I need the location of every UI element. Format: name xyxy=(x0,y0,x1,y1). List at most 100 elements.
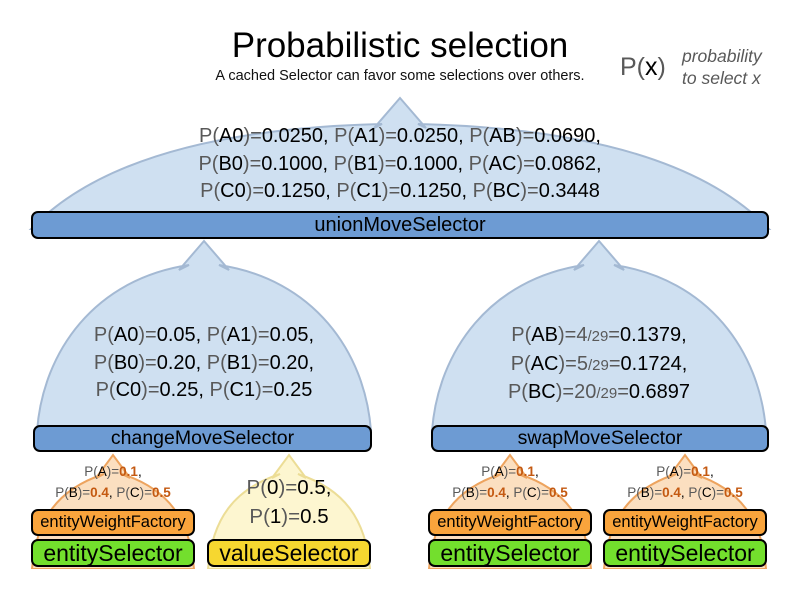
probability-line: P(AC)=5/29=0.1724, xyxy=(432,351,766,380)
probability-line: P(BC)=20/29=0.6897 xyxy=(432,379,766,408)
text-segment: C1 xyxy=(356,180,382,202)
text-segment: 0.25 xyxy=(273,379,313,401)
text-segment: P( xyxy=(481,464,495,479)
change-probability-text: P(A0)=0.05, P(A1)=0.05, P(B0)=0.20, P(B1… xyxy=(37,322,371,405)
text-segment: 4 xyxy=(576,324,588,346)
text-segment: BC xyxy=(527,381,556,403)
text-segment: )= xyxy=(251,351,270,374)
text-segment: 0.4 xyxy=(662,485,681,500)
text-segment: )= xyxy=(281,505,301,528)
text-segment: 0.25, xyxy=(159,379,210,401)
text-segment: P( xyxy=(55,485,69,500)
text-segment: , xyxy=(505,485,514,500)
text-segment: 0.1 xyxy=(691,464,710,479)
probability-line: P(B0)=0.20, P(B1)=0.20, xyxy=(37,350,371,378)
probability-line: P(B)=0.4, P(C)=0.5 xyxy=(600,482,770,503)
text-segment: AC xyxy=(530,352,559,375)
text-segment: 1 xyxy=(269,505,282,528)
text-segment: B0 xyxy=(113,351,139,374)
text-segment: )= xyxy=(243,125,262,147)
text-segment: , xyxy=(709,464,714,479)
text-segment: C xyxy=(526,485,537,500)
legend-description-line1: probability xyxy=(682,46,762,66)
text-segment: 0.5 xyxy=(724,485,743,500)
text-segment: A xyxy=(669,464,679,479)
entity-weight-factory-box: entityWeightFactory xyxy=(603,509,767,536)
text-segment: = xyxy=(608,352,621,375)
text-segment: )= xyxy=(649,485,663,500)
text-segment: )= xyxy=(245,180,265,202)
text-segment: P( xyxy=(198,152,219,175)
text-segment: P( xyxy=(336,180,357,202)
text-segment: P( xyxy=(513,485,527,500)
text-segment: )= xyxy=(474,485,488,500)
probability-line: P(A)=0.1, xyxy=(600,461,770,482)
text-segment: , xyxy=(680,485,689,500)
text-segment: BC xyxy=(492,180,521,202)
text-segment: P( xyxy=(206,351,227,374)
text-segment: P( xyxy=(468,152,489,175)
probability-line: P(B0)=0.1000, P(B1)=0.1000, P(AC)=0.0862… xyxy=(130,151,670,179)
text-segment: B1 xyxy=(353,152,379,175)
text-segment: )= xyxy=(515,125,535,147)
text-segment: B xyxy=(640,485,650,500)
text-segment: 0.1724, xyxy=(620,352,688,375)
text-segment: )= xyxy=(381,180,401,202)
legend-probability-symbol: P(x) xyxy=(620,53,666,82)
text-segment: 0.05, xyxy=(156,324,207,346)
entity-weight-text: P(A)=0.1, P(B)=0.4, P(C)=0.5 xyxy=(600,461,770,503)
text-segment: )= xyxy=(558,352,577,375)
swap-probability-dome-shape xyxy=(430,239,768,431)
probability-line: P(0)=0.5, xyxy=(204,473,374,502)
text-segment: )= xyxy=(378,125,397,147)
text-segment: P( xyxy=(209,379,230,401)
text-segment: 0.0250, xyxy=(396,125,470,147)
text-segment: )= xyxy=(503,464,517,479)
text-segment: )= xyxy=(251,324,270,346)
text-segment: P( xyxy=(246,476,268,499)
text-segment: , xyxy=(534,464,539,479)
text-segment: B0 xyxy=(218,152,243,175)
page-title: Probabilistic selection xyxy=(231,26,569,65)
union-probability-text: P(A0)=0.0250, P(A1)=0.0250, P(AB)=0.0690… xyxy=(130,123,670,206)
text-segment: A0 xyxy=(219,125,244,147)
text-segment: 0.5 xyxy=(549,485,568,500)
probability-line: P(A)=0.1, xyxy=(425,461,595,482)
change-move-selector-bar: changeMoveSelector xyxy=(33,425,372,452)
probability-line: P(A0)=0.05, P(A1)=0.05, xyxy=(37,322,371,350)
text-segment: P( xyxy=(200,180,221,202)
text-segment: A1 xyxy=(354,125,379,147)
probability-line: P(C0)=0.25, P(C1)=0.25 xyxy=(37,377,371,405)
entity-selector-box: entitySelector xyxy=(603,539,767,567)
text-segment: P( xyxy=(688,485,702,500)
text-segment: /29 xyxy=(587,356,609,374)
text-segment: )= xyxy=(378,152,397,175)
text-segment: )= xyxy=(139,485,153,500)
text-segment: P( xyxy=(84,464,98,479)
text-segment: 0.4 xyxy=(90,485,109,500)
text-segment: C xyxy=(701,485,712,500)
text-segment: 0.1379, xyxy=(619,324,687,346)
entity-weight-factory-box: entityWeightFactory xyxy=(31,509,195,536)
probability-line: P(B)=0.4, P(C)=0.5 xyxy=(425,482,595,503)
text-segment: 0.3448 xyxy=(538,180,600,202)
text-segment: C0 xyxy=(115,379,142,401)
text-segment: P( xyxy=(656,464,670,479)
text-segment: AB xyxy=(531,324,558,346)
text-segment: 0.5, xyxy=(297,476,332,499)
text-segment: 0.20, xyxy=(269,351,315,374)
probability-line: P(A)=0.1, xyxy=(28,461,198,482)
text-segment: B xyxy=(465,485,475,500)
text-segment: )= xyxy=(678,464,692,479)
value-selector-box: valueSelector xyxy=(207,539,371,567)
text-segment: B xyxy=(68,485,78,500)
entity-weight-factory-box: entityWeightFactory xyxy=(428,509,592,536)
text-segment: 0.20, xyxy=(156,351,207,374)
text-segment: AC xyxy=(488,152,517,175)
text-segment: P( xyxy=(206,324,227,346)
text-segment: )= xyxy=(141,379,160,401)
text-segment: P( xyxy=(627,485,641,500)
text-segment: = xyxy=(617,381,629,403)
union-probability-dome-shape xyxy=(28,96,772,230)
